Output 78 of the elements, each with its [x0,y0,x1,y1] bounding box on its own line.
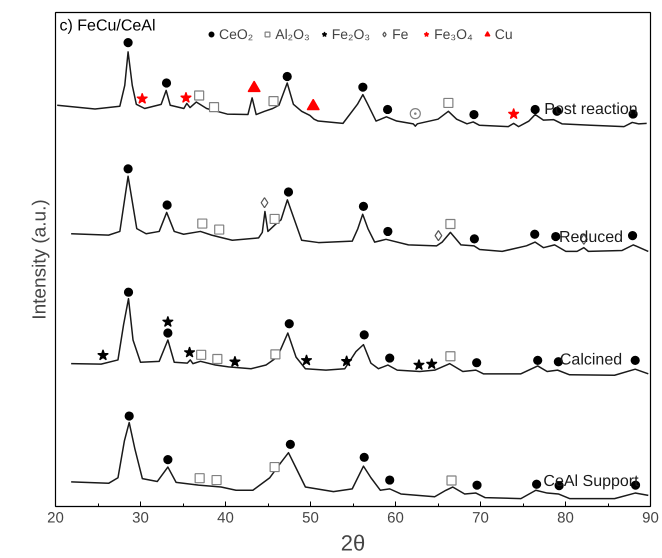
point [163,328,172,338]
point [532,480,542,489]
x-axis-title: 2θ [340,530,366,556]
point [270,214,280,224]
x-tick-label: 70 [472,510,489,526]
point [194,90,204,101]
point [385,353,394,363]
point [445,218,456,230]
x-tick-label: 60 [387,510,404,526]
point [136,92,148,104]
point [426,358,438,370]
point [229,356,241,367]
point [123,164,133,174]
point [434,230,442,242]
point [358,202,368,211]
point [163,455,172,464]
legend-label: Cu [494,26,514,42]
point [300,354,312,366]
point [214,224,224,235]
x-tick-label: 20 [47,510,64,526]
point [469,110,479,120]
point [530,104,540,114]
point [212,354,222,364]
point [123,38,133,48]
point [211,474,222,486]
point [97,349,109,360]
point [443,98,454,108]
point [508,108,520,120]
point [124,288,134,297]
point [472,480,482,490]
point [383,226,392,236]
point [358,82,368,92]
point [446,475,457,486]
point [268,96,279,106]
point [270,462,280,472]
point [360,452,369,462]
point [284,187,294,197]
point [184,346,196,358]
point [162,78,172,88]
point [410,108,421,120]
x-tick-label: 40 [217,510,234,526]
point [551,232,560,242]
point [445,351,456,362]
point [197,218,208,229]
point [194,473,205,484]
point [340,355,352,366]
point [282,72,292,82]
x-tick-label: 90 [642,510,659,526]
legend-label: Fe₃O₄ [434,26,473,42]
point [385,475,394,485]
series-label: Calcined [560,351,622,368]
point [533,356,542,365]
point [208,102,220,112]
chart-title: c) FeCu/CeAl [60,18,156,34]
legend-label: Al₂O₃ [275,26,310,42]
point [162,200,172,210]
point [382,104,392,114]
x-tick-label: 80 [557,510,574,526]
x-tick-label: 30 [132,510,149,526]
point [162,316,174,327]
point [530,230,540,239]
legend-label: CeO₂ [219,26,254,42]
x-tick-label: 50 [302,510,319,526]
point [630,356,640,365]
point [360,330,369,340]
point [180,92,192,103]
point [270,349,280,360]
y-axis-title: Intensity (a.u.) [30,199,50,320]
point [286,440,295,449]
legend-label: Fe₂O₃ [332,26,370,42]
point [628,231,638,240]
point [470,234,479,244]
legend-label: Fe [392,26,410,42]
point [124,411,134,421]
point [196,350,206,360]
point [413,358,425,370]
point [472,358,482,368]
point [284,319,294,328]
